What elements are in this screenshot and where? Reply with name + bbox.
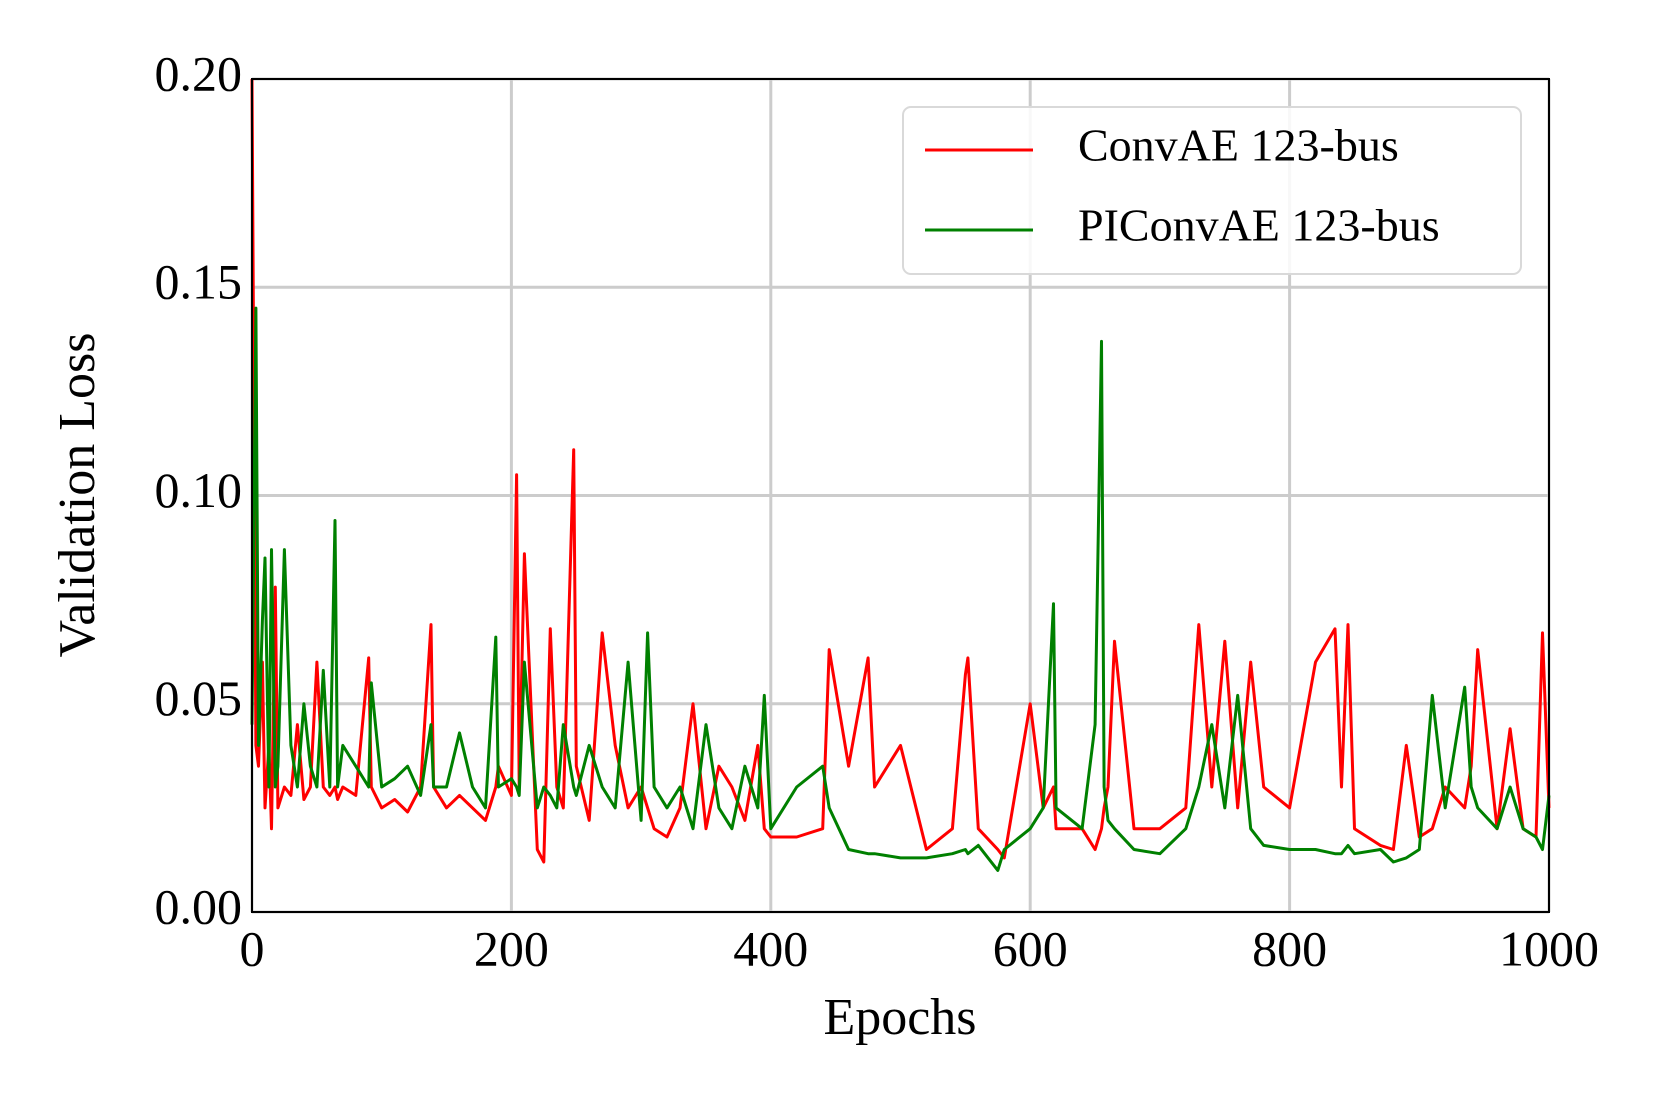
y-tick-label: 0.05 xyxy=(155,670,243,726)
x-tick-label: 400 xyxy=(733,920,808,976)
y-tick-label: 0.15 xyxy=(155,254,243,310)
legend-box xyxy=(902,106,1522,275)
x-tick-label: 800 xyxy=(1252,920,1327,976)
x-axis-label: Epochs xyxy=(823,989,976,1046)
y-tick-label: 0.00 xyxy=(155,878,243,934)
legend-label: PIConvAE 123-bus xyxy=(1078,200,1440,251)
y-tick-label: 0.20 xyxy=(155,45,243,101)
x-tick-label: 1000 xyxy=(1499,920,1599,976)
x-tick-label: 600 xyxy=(993,920,1068,976)
series-line xyxy=(250,78,1551,864)
series-line xyxy=(250,306,1551,872)
y-tick-label: 0.10 xyxy=(155,462,243,518)
legend-label: ConvAE 123-bus xyxy=(1078,120,1399,171)
x-tick-label: 200 xyxy=(474,920,549,976)
y-axis-label: Validation Loss xyxy=(49,333,106,658)
x-tick-label: 0 xyxy=(240,920,265,976)
plot-frame xyxy=(251,78,1550,913)
